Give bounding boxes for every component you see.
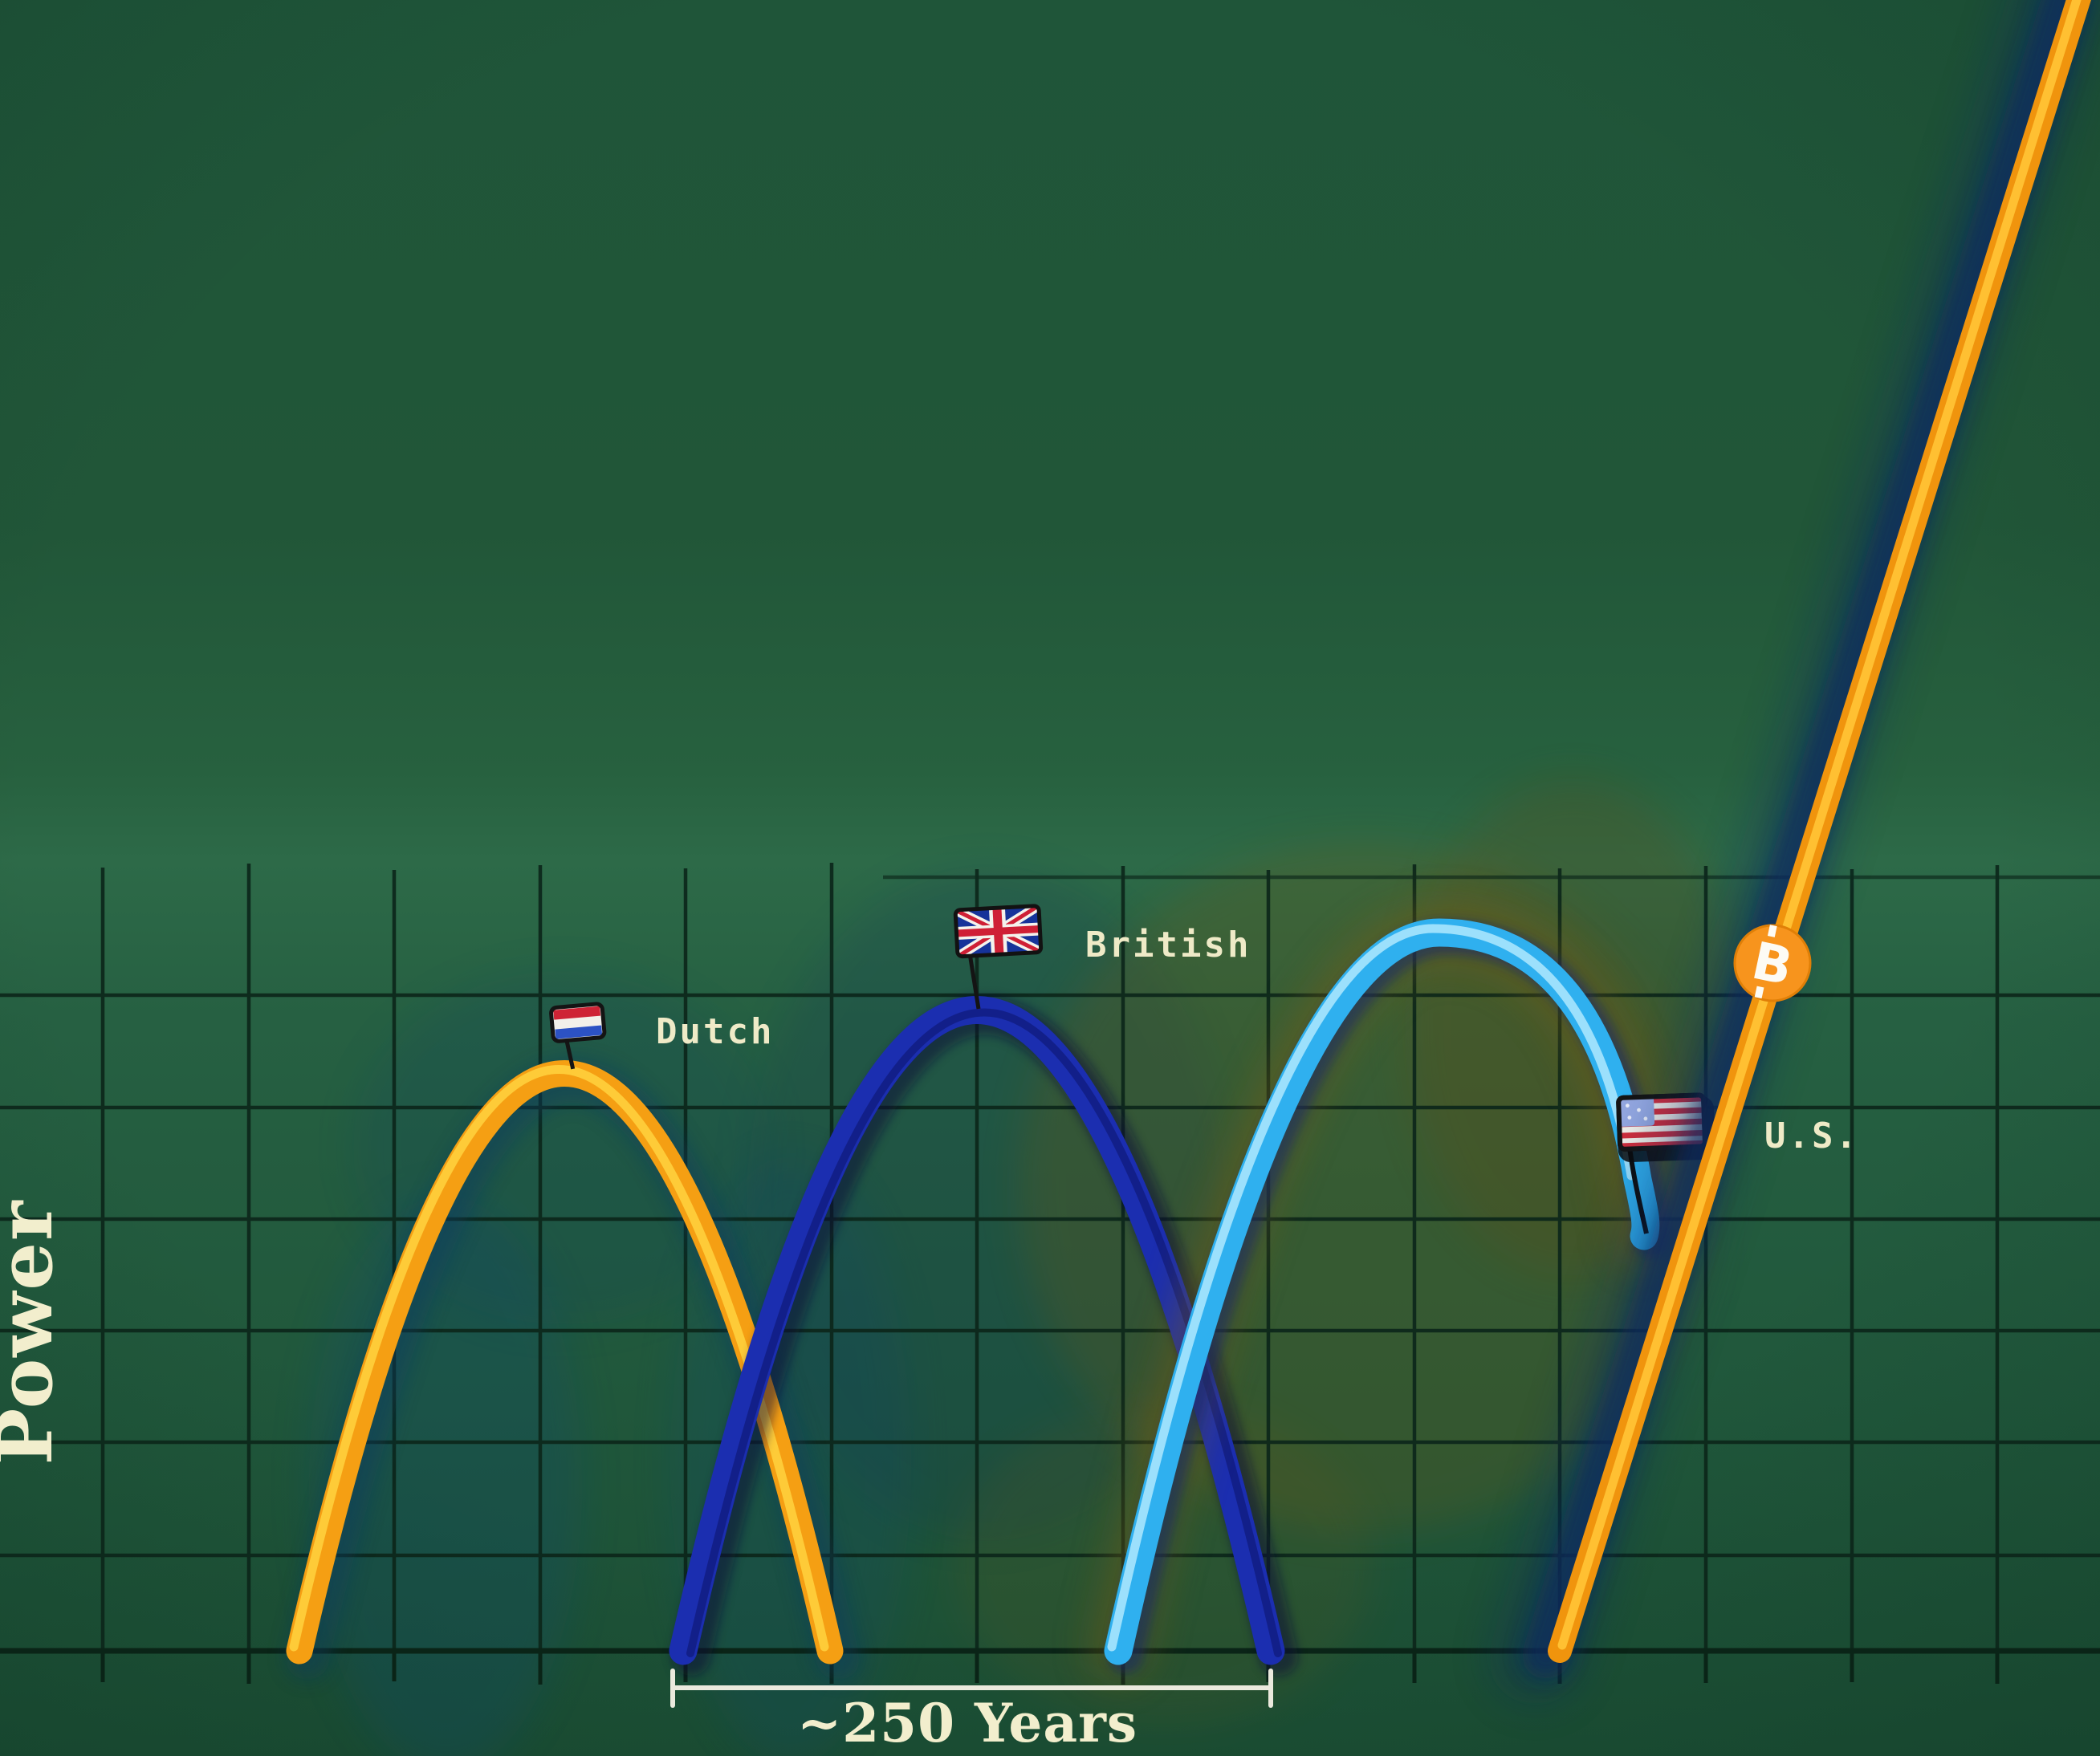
bitcoin-logo-circle <box>1733 924 1812 1002</box>
dutch-label: Dutch <box>656 1011 774 1052</box>
duration-bracket <box>670 1669 1273 1708</box>
dutch-arc-highlight <box>289 1065 829 1652</box>
british-flag <box>953 904 1044 1010</box>
duration-annotation-label: ~250 Years <box>797 1692 1138 1754</box>
british-flag-pole <box>967 953 981 1010</box>
us-label: U.S. <box>1764 1116 1859 1156</box>
dutch-flag <box>549 1002 607 1070</box>
british-label: British <box>1085 925 1251 965</box>
bitcoin-logo-bottom-tick <box>1754 986 1764 999</box>
bitcoin-line-core-highlight <box>1557 0 2082 1650</box>
dutch-flag-border <box>549 1002 607 1043</box>
bitcoin-logo: B <box>1733 924 1812 1002</box>
dutch-flag-blue-stripe <box>555 1025 603 1039</box>
uk-flag-border <box>953 904 1044 959</box>
bitcoin-line <box>1488 0 2100 1705</box>
bitcoin-logo-top-tick <box>1767 925 1777 937</box>
uk-flag-red-cross-h <box>956 925 1040 937</box>
us-flag-stars <box>1625 1104 1648 1121</box>
y-axis-label: Power <box>0 1199 70 1465</box>
dutch-flag-pole <box>564 1038 576 1070</box>
dutch-flag-red-stripe <box>553 1006 601 1020</box>
us-arc-highlight <box>1107 924 1636 1652</box>
us-flag-canton <box>1618 1096 1655 1127</box>
